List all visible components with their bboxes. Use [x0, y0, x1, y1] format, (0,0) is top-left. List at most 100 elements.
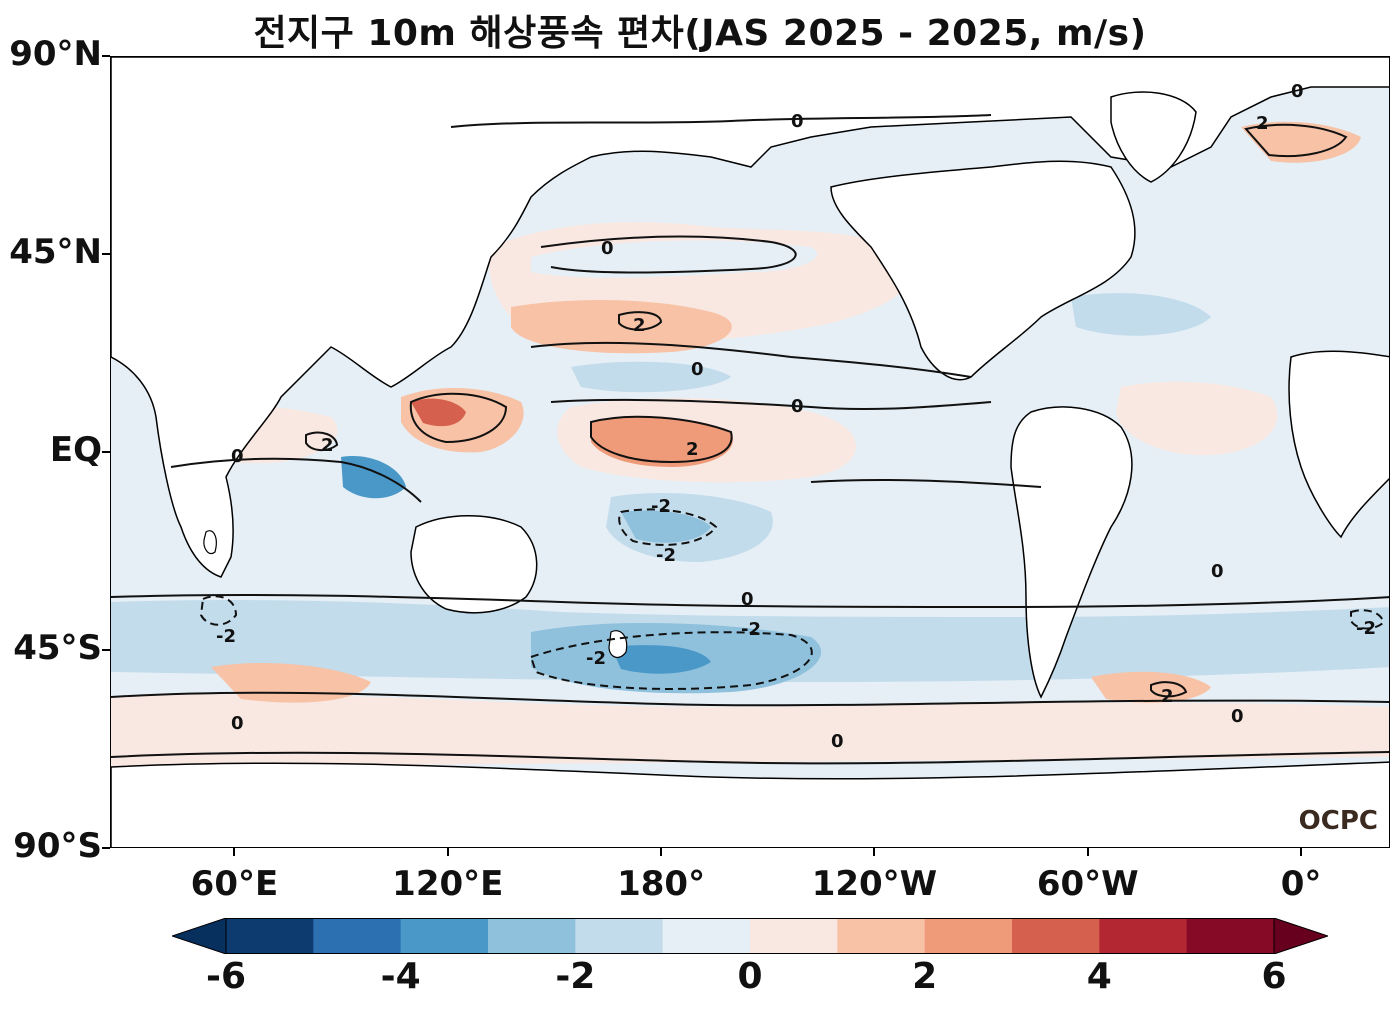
contour-zero-9 [111, 751, 1389, 765]
x-axis-label: 120°E [392, 864, 504, 904]
contour-two-pos-satl [1150, 681, 1188, 698]
x-axis-tick [446, 848, 449, 856]
contour-label: -2 [1356, 618, 1376, 639]
contour-neg-two-indian [199, 595, 238, 626]
y-axis-label: 90°S [13, 826, 102, 866]
colorbar-over-arrow [1273, 918, 1328, 954]
land-australia [410, 515, 538, 614]
x-axis-tick [1300, 848, 1303, 856]
contour-label: -2 [651, 496, 671, 517]
x-axis-label: 60°E [190, 864, 279, 904]
anomaly-patch-spac-neg2 [621, 510, 711, 543]
contour-label: 2 [1256, 113, 1269, 134]
y-axis-tick [102, 55, 110, 57]
contour-label: -2 [741, 619, 761, 640]
land-south-america [1010, 406, 1133, 699]
contour-two-pos-indian [305, 431, 339, 451]
contour-label: 0 [1211, 561, 1224, 582]
contour-two-pos-npac [618, 311, 663, 331]
anomaly-patch-atl-pos [1116, 381, 1278, 456]
colorbar-segment [1099, 918, 1188, 954]
y-axis-tick [102, 649, 110, 651]
contour-label: 2 [686, 439, 699, 460]
ocpc-logo: OCPC [1298, 806, 1378, 836]
y-axis-tick [102, 253, 110, 255]
colorbar-segment [924, 918, 1013, 954]
land-greenland [1110, 91, 1197, 183]
land-madagascar [203, 530, 217, 555]
contour-label: -2 [656, 545, 676, 566]
anomaly-patch-maritime-strong [411, 398, 466, 427]
colorbar-tick-label: -2 [555, 956, 596, 997]
x-axis-label: 120°W [811, 864, 938, 904]
contour-label: 2 [321, 435, 334, 456]
colorbar-segment [1012, 918, 1100, 954]
x-axis-label: 60°W [1036, 864, 1139, 904]
land-north-america [830, 160, 1136, 381]
colorbar-under-arrow [172, 918, 227, 954]
contour-zero-2 [540, 235, 797, 274]
contour-label: 0 [791, 111, 804, 132]
contour-label: 0 [741, 589, 754, 610]
contour-label: 0 [1291, 81, 1304, 102]
anomaly-patch-natl-blue [1071, 293, 1211, 336]
contour-label: -2 [586, 648, 606, 669]
contour-lines [111, 114, 1389, 765]
contour-neg-two-atl [1350, 609, 1385, 630]
contour-label: 0 [831, 731, 844, 752]
anomaly-patch-south-pos [111, 694, 1389, 767]
colorbar-tick-label: -4 [380, 956, 421, 997]
land-africa-eurasia [111, 57, 1389, 578]
colorbar-segment [488, 918, 576, 954]
anomaly-map: 0 0 0 0 0 0 0 0 0 0 0 2 2 2 2 2 -2 -2 -2… [111, 57, 1389, 847]
contour-label: 2 [633, 315, 646, 336]
contour-zero-4 [550, 398, 992, 411]
colorbar-segment [1186, 918, 1275, 954]
colorbar-frame [225, 918, 1275, 954]
contour-zero-5 [170, 457, 422, 503]
contour-label: -2 [216, 626, 236, 647]
contour-label: 0 [231, 713, 244, 734]
colorbar-segment [226, 918, 314, 954]
map-title: 전지구 10m 해상풍속 편차(JAS 2025 - 2025, m/s) [253, 13, 1147, 54]
contour-label: 0 [1231, 706, 1244, 727]
map-panel: 0 0 0 0 0 0 0 0 0 0 0 2 2 2 2 2 -2 -2 -2… [110, 56, 1390, 848]
contour-zero-1 [450, 114, 992, 128]
colorbar-tick-label: 6 [1261, 956, 1287, 997]
colorbar-tick-label: 2 [912, 956, 938, 997]
contour-zero-7 [111, 593, 1389, 609]
contour-two-pos-cpac [590, 415, 733, 464]
anomaly-patch-south-deeper [611, 645, 711, 674]
y-axis-label: 90°N [9, 34, 102, 74]
colorbar-tick-label: 4 [1086, 956, 1112, 997]
y-axis-label: 45°S [13, 628, 102, 668]
anomaly-patch-npac-pos2 [511, 300, 732, 354]
y-axis-label: 45°N [9, 232, 102, 272]
contour-label: 0 [231, 446, 244, 467]
contour-zero-3 [530, 341, 972, 378]
x-axis-label: 0° [1280, 864, 1322, 904]
x-axis-tick [660, 848, 663, 856]
y-axis-tick [102, 847, 110, 849]
anomaly-patch-npac-blue [571, 361, 731, 393]
land-new-zealand [608, 630, 628, 659]
colorbar-segment [662, 918, 751, 954]
contour-label: 2 [1161, 686, 1174, 707]
colorbar [172, 918, 1328, 954]
colorbar-tick-label: 0 [737, 956, 763, 997]
y-axis-tick [102, 451, 110, 453]
colorbar-segment [575, 918, 664, 954]
contour-two-pos-maritime [409, 392, 508, 444]
anomaly-patch-cpac-strong [591, 416, 733, 467]
y-axis-label: EQ [49, 430, 102, 470]
contour-lines-negative [199, 508, 1385, 690]
colorbar-segment [400, 918, 489, 954]
x-axis-tick [233, 848, 236, 856]
contour-label: 0 [601, 238, 614, 259]
colorbar-segment [313, 918, 402, 954]
x-axis-label: 180° [617, 864, 706, 904]
contour-label: 0 [691, 359, 704, 380]
contour-zero-6 [810, 478, 1042, 488]
colorbar-segment [837, 918, 926, 954]
contour-two-pos-natl [1244, 123, 1348, 158]
